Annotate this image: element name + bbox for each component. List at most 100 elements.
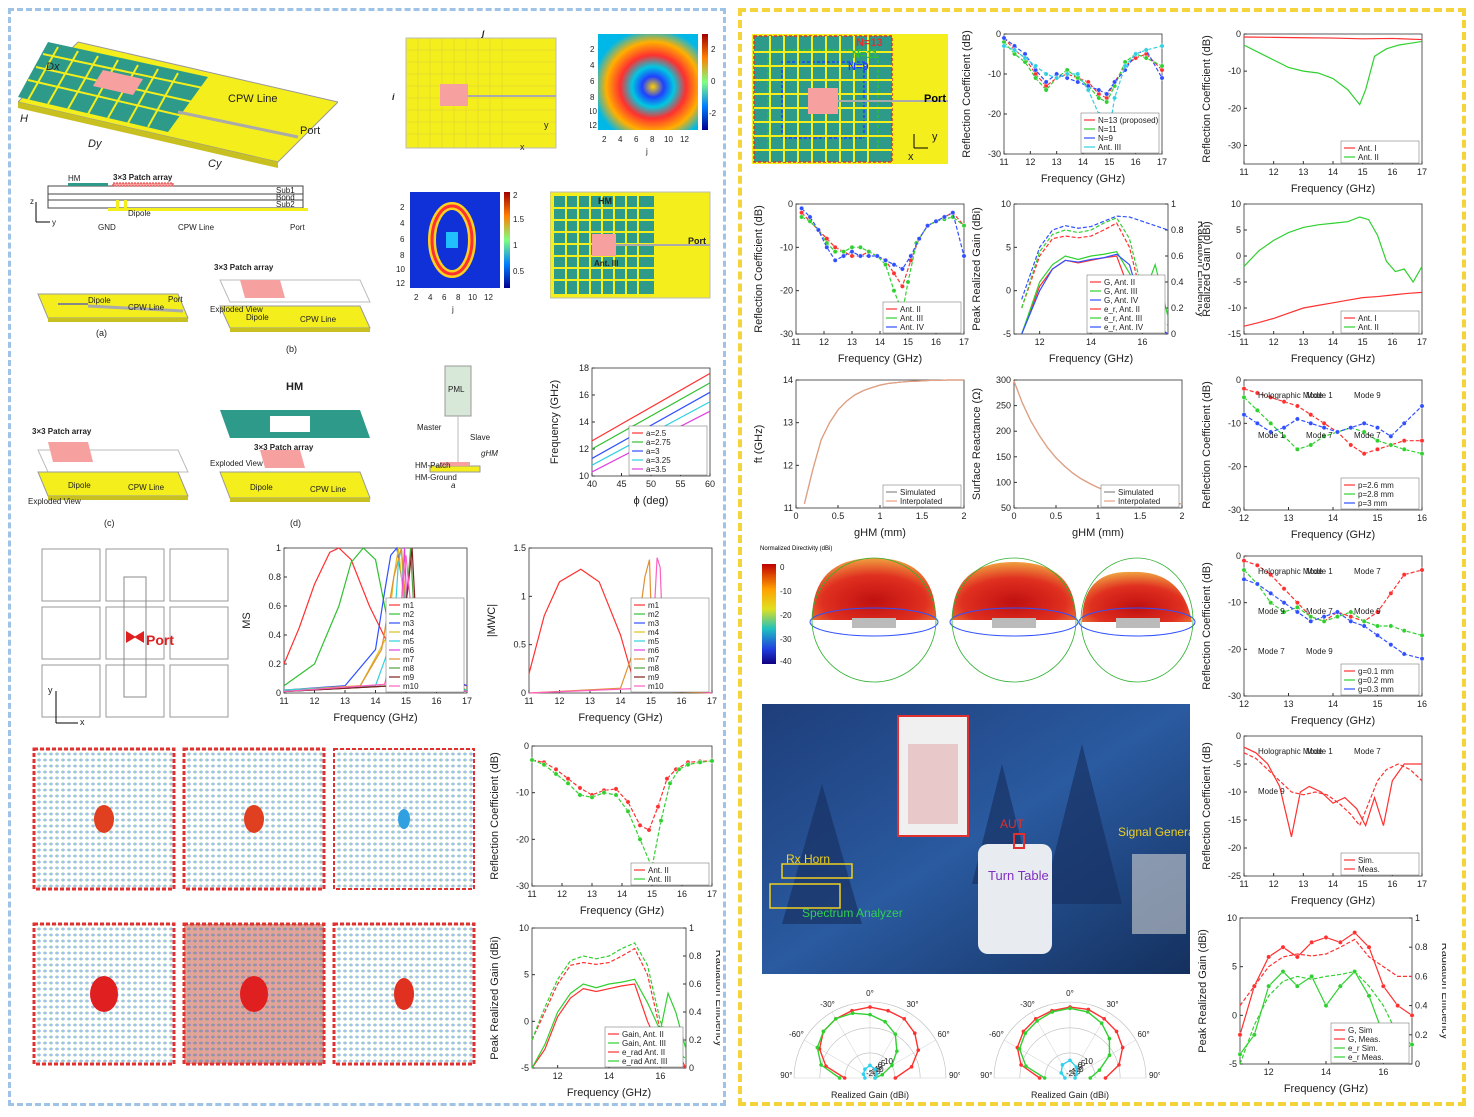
current-ant2 <box>32 922 176 1066</box>
legend-entry: Ant. I <box>1358 144 1377 153</box>
x-tick-label: 16 <box>1131 157 1141 167</box>
annotation-label: Mode 7 <box>1354 431 1381 440</box>
polar-point <box>1107 1053 1112 1057</box>
hm2-xt-12: 12 <box>484 293 493 302</box>
chart-sr: 0 0.5 1 1.5 2 300 250 200 150 100 50 gHM (mm) Surfac… <box>971 375 1185 539</box>
port-ant3: Port <box>688 236 706 246</box>
series-line <box>1003 41 1163 103</box>
data-point <box>1321 425 1327 431</box>
data-point <box>1321 618 1327 624</box>
radial-label: 0 <box>878 1061 883 1070</box>
x-tick-label: 12 <box>553 1071 563 1081</box>
hm1-xt-8: 8 <box>650 135 655 144</box>
data-point <box>664 776 670 782</box>
slave-label: Slave <box>470 433 491 442</box>
y-axis-label: Reflection Coefficient (dB) <box>1201 381 1213 509</box>
series-line <box>531 942 687 1060</box>
annotation-label: Mode 7 <box>1354 567 1381 576</box>
data-point <box>1281 399 1287 405</box>
caption-d: (d) <box>290 518 301 528</box>
dipole-stack-label: Dipole <box>128 209 151 218</box>
h-label: H <box>20 113 28 125</box>
angle-label: 60° <box>1138 1030 1150 1039</box>
data-point <box>866 249 872 255</box>
data-point <box>849 244 855 250</box>
data-point <box>1033 63 1039 69</box>
cb2-tick-15: 1.5 <box>513 215 525 224</box>
y-tick-label: 10 <box>579 471 589 481</box>
data-point <box>637 822 643 828</box>
data-point <box>1352 930 1358 935</box>
x-tick-label: 12 <box>1239 699 1249 709</box>
legend-entry: e_r, Ant. III <box>1104 314 1142 323</box>
data-point <box>1380 983 1386 989</box>
series-line <box>591 391 711 459</box>
data-point <box>1237 1032 1243 1038</box>
cpw-d: CPW Line <box>310 485 347 494</box>
polar-point <box>1050 1010 1055 1014</box>
data-point <box>961 253 967 259</box>
data-point <box>1401 572 1407 578</box>
x-tick-label: 17 <box>1417 879 1427 889</box>
data-point <box>1001 43 1007 49</box>
radial-label: -20 <box>1066 1069 1078 1078</box>
port-label-3d: Port <box>300 125 320 137</box>
hm1-xlabel: j <box>645 147 648 156</box>
data-point <box>1375 623 1380 629</box>
x-tick-label: 0.5 <box>832 511 845 521</box>
data-point <box>1294 954 1300 960</box>
data-point <box>1308 618 1314 624</box>
x-tick-label: 16 <box>655 1071 665 1081</box>
legend-entry: m9 <box>648 673 660 682</box>
hm1-yt-8: 8 <box>590 93 595 102</box>
hm-stack-label: HM <box>68 174 81 183</box>
legend-entry: e_r Sim. <box>1348 1044 1378 1053</box>
x-tick-label: 15 <box>1372 699 1382 709</box>
legend-entry: m7 <box>403 655 415 664</box>
y2-tick-label: 0.6 <box>689 979 702 989</box>
hologram-grid: j i x y <box>392 30 557 152</box>
y-axis-label: Frequency (GHz) <box>549 380 561 464</box>
data-point <box>1401 446 1407 452</box>
dipole-a: Dipole <box>88 296 111 305</box>
master-label: Master <box>417 423 442 432</box>
x-tick-label: 0 <box>1011 511 1016 521</box>
data-point <box>799 205 804 211</box>
data-point <box>646 827 652 833</box>
data-point <box>1352 969 1358 974</box>
y2-tick-label: 1 <box>1171 199 1176 209</box>
legend-entry: G, Ant. IV <box>1104 296 1139 305</box>
data-point <box>841 249 847 255</box>
data-point <box>1064 75 1070 81</box>
series-line <box>531 978 687 1069</box>
hm1-yt-4: 4 <box>590 61 595 70</box>
data-point <box>1323 935 1329 940</box>
measurement-photo: Rx Horn Spectrum Analyzer AUT Turn Table… <box>762 704 1190 974</box>
data-point <box>1159 63 1165 69</box>
x-tick-label: 17 <box>1157 157 1167 167</box>
ghm-label: gHM <box>481 449 498 458</box>
data-point <box>950 210 956 216</box>
data-point <box>1241 567 1247 573</box>
legend-entry: e_rad Ant. II <box>622 1048 665 1057</box>
hm2-xt-6: 6 <box>442 293 447 302</box>
data-point <box>1043 87 1049 93</box>
cb1-tick-m2: -2 <box>709 109 717 118</box>
y-tick-label: -5 <box>1229 1059 1237 1069</box>
y2-axis-label: Radiation Efficiency <box>1195 221 1202 318</box>
y-tick-label: 5 <box>1236 225 1241 235</box>
dir-tick-10: -10 <box>780 587 792 596</box>
x-tick-label: 16 <box>1387 167 1397 177</box>
data-point <box>1143 55 1149 61</box>
data-point <box>565 776 571 782</box>
polar-point <box>1074 1072 1079 1076</box>
x-tick-label: 55 <box>675 479 685 489</box>
port-stack-label: Port <box>290 223 305 232</box>
y-tick-label: 0 <box>1006 286 1011 296</box>
data-point <box>1395 1003 1401 1009</box>
polar-point <box>873 1067 877 1072</box>
annotation-label: Mode 7 <box>1354 747 1381 756</box>
legend-entry: m5 <box>648 637 660 646</box>
data-point <box>1022 59 1028 65</box>
polar-point <box>850 1011 855 1015</box>
